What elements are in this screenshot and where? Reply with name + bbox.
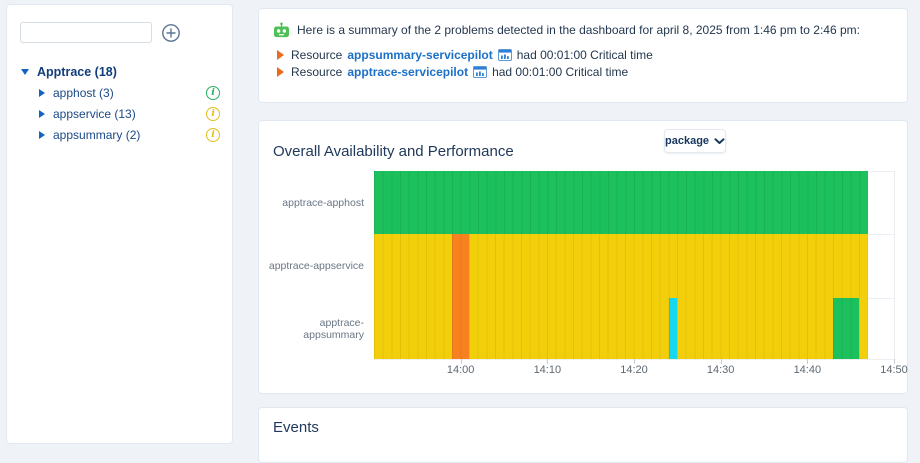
resource-link[interactable]: apptrace-servicepilot [347,65,469,79]
axis-tick [807,359,809,364]
axis-tick [634,359,635,364]
resource-tree: Apptrace (18) apphost (3) i appservice (13… [7,62,232,145]
sidebar-toolbar [20,22,220,43]
tree-node-apptrace[interactable]: Apptrace (18) [21,62,232,82]
resource-link[interactable]: appsummary-servicepilot [347,48,493,62]
tree-node-label: appsummary (2) [53,128,141,142]
resource-window-icon [497,49,512,61]
plus-circle-icon [162,23,180,42]
chart-segment-ok[interactable] [374,171,868,234]
chart-segment-warning[interactable] [374,234,452,298]
chevron-down-icon [714,137,725,144]
package-selector[interactable]: package [664,129,726,153]
summary-intro-text: Here is a summary of the 2 problems dete… [297,23,860,37]
status-info-icon[interactable]: i [206,107,220,121]
caret-down-icon [21,69,29,75]
row-label: apptrace-appservice [268,260,364,272]
tree-node-label: appservice (13) [53,107,136,121]
axis-tick [894,359,895,364]
tree-node-appsummary[interactable]: appsummary (2) i [39,125,220,145]
x-axis-label: 14:30 [706,364,735,376]
chart-segment-critical[interactable] [452,298,470,359]
resource-tree-panel: Apptrace (18) apphost (3) i appservice (13… [6,4,233,444]
x-axis-label: 14:50 [880,364,908,376]
robot-icon [274,22,289,38]
x-axis-label: 14:00 [446,364,475,376]
tree-node-label: apphost (3) [53,86,114,100]
chart-segment-warning[interactable] [374,298,452,359]
chart-segment-ok[interactable] [833,298,860,359]
problem-item: Resource apptrace-servicepilot had 00:01:0… [277,65,907,79]
chart-segment-warning[interactable] [859,298,868,359]
axis-tick [720,359,722,364]
caret-right-icon [39,131,45,139]
status-info-icon[interactable]: i [206,128,220,142]
problem-item: Resource appsummary-servicepilot had 00:01… [277,48,907,62]
bullet-triangle-icon [277,50,284,60]
row-label: apptrace-appsummary [303,316,364,341]
chart-segment-info[interactable] [668,298,678,359]
summary-intro: Here is a summary of the 2 problems dete… [273,22,893,38]
v-gridline [894,171,895,359]
problem-suffix: had 00:01:00 Critical time [516,48,653,62]
axis-tick [547,359,549,364]
panel-title: Events [273,419,319,436]
selector-value: package [665,135,710,147]
search-input[interactable] [20,22,152,43]
summary-panel: Here is a summary of the 2 problems dete… [258,8,908,103]
x-axis-label: 14:40 [793,364,822,376]
problem-prefix: Resource [291,48,343,62]
add-button[interactable] [161,23,181,43]
tree-root-label: Apptrace (18) [37,65,117,79]
problem-suffix: had 00:01:00 Critical time [492,65,629,79]
axis-tick [460,359,462,364]
chart-segment-warning[interactable] [469,234,868,298]
tree-node-apphost[interactable]: apphost (3) i [39,83,220,103]
status-info-icon[interactable]: i [206,86,220,100]
resource-window-icon [473,66,488,78]
availability-panel: Overall Availability and Performance pac… [258,120,908,394]
chart-segment-critical[interactable] [452,234,470,298]
bullet-triangle-icon [277,67,284,77]
availability-chart: 14:00 14:10 14:20 14:30 14:40 14:50 apptrace-a… [259,121,908,393]
problem-list: Resource appsummary-servicepilot had 00:01… [259,48,907,79]
tree-node-appservice[interactable]: appservice (13) i [39,104,220,124]
chart-segment-warning[interactable] [677,298,834,359]
problem-prefix: Resource [291,65,343,79]
events-panel: Events [258,407,908,463]
caret-right-icon [39,110,45,118]
x-axis-label: 14:20 [620,364,648,376]
x-axis-label: 14:10 [533,364,562,376]
row-label: apptrace-apphost [282,196,364,209]
tree-children: apphost (3) i appservice (13) i appsummary (… [7,83,232,145]
panel-title: Overall Availability and Performance [273,143,514,161]
chart-segment-warning[interactable] [469,298,669,359]
caret-right-icon [39,89,45,97]
